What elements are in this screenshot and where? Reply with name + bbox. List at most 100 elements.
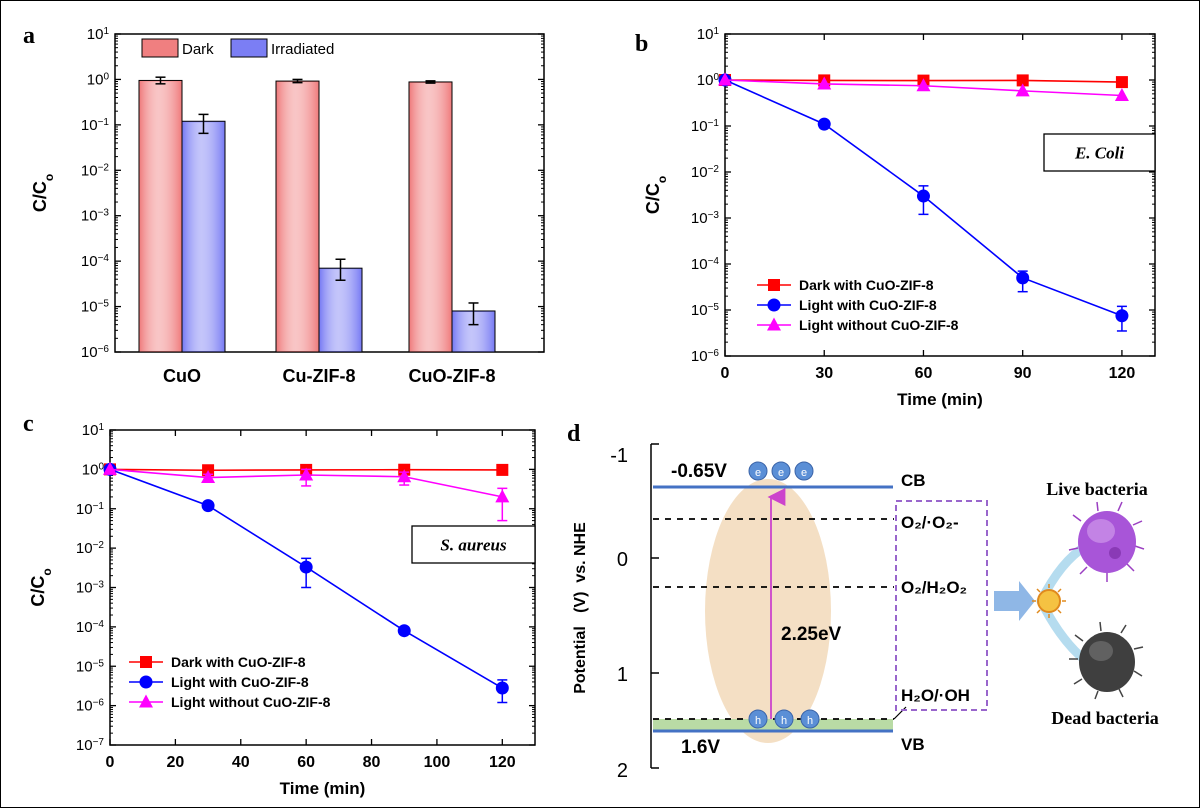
y-tick-label: 10−1 bbox=[691, 118, 720, 136]
data-point-triangle bbox=[767, 317, 781, 331]
x-tick-label: 0 bbox=[106, 754, 115, 771]
legend-label: Light without CuO-ZIF-8 bbox=[171, 694, 331, 710]
x-category-label: CuO bbox=[163, 366, 201, 386]
x-category-label: CuO-ZIF-8 bbox=[409, 366, 496, 386]
legend-label: Dark with CuO-ZIF-8 bbox=[171, 654, 306, 670]
data-point-square bbox=[768, 279, 780, 291]
data-point-square bbox=[1016, 74, 1029, 87]
legend-label: Irradiated bbox=[271, 41, 334, 58]
live-bacterium-icon bbox=[1068, 501, 1145, 582]
y-axis-label: C/Co bbox=[30, 174, 56, 212]
dead-bacteria-label: Dead bacteria bbox=[1051, 708, 1158, 728]
x-tick-label: 20 bbox=[166, 754, 184, 771]
data-point-circle bbox=[139, 675, 153, 689]
cb-value: -0.65V bbox=[671, 461, 727, 482]
data-point-triangle bbox=[916, 78, 931, 92]
y-tick-label: 10−3 bbox=[76, 579, 105, 597]
y-tick-label: 101 bbox=[697, 26, 720, 44]
reaction-box bbox=[895, 500, 988, 711]
plot-frame bbox=[724, 33, 1156, 357]
legend-swatch bbox=[230, 38, 268, 58]
x-tick-label: 80 bbox=[363, 754, 381, 771]
legend-label: Dark bbox=[182, 41, 214, 58]
x-tick-label: 60 bbox=[297, 754, 315, 771]
data-point-triangle bbox=[817, 76, 832, 90]
y-tick-label: 10−4 bbox=[81, 253, 110, 271]
data-point-triangle bbox=[718, 72, 732, 86]
data-point-triangle bbox=[103, 461, 117, 475]
x-category-label: Cu-ZIF-8 bbox=[283, 366, 356, 386]
y-tick-label: 100 bbox=[82, 461, 105, 479]
panel-letter-b: b bbox=[635, 31, 648, 57]
y-tick-label: 10−6 bbox=[691, 348, 720, 366]
hole-particle: h bbox=[774, 709, 794, 729]
y-tick-label: 10−5 bbox=[81, 298, 110, 316]
y-tick-label: 101 bbox=[82, 422, 105, 440]
data-point-circle bbox=[767, 298, 781, 312]
x-tick-label: 60 bbox=[915, 365, 933, 382]
y-tick-label: 10−7 bbox=[76, 737, 105, 755]
live-bacteria-label: Live bacteria bbox=[1046, 479, 1147, 499]
band-gap-label: 2.25eV bbox=[781, 624, 842, 645]
y-tick-label: 10−2 bbox=[81, 162, 110, 180]
potential-tick-label: 0 bbox=[617, 549, 628, 571]
x-tick-label: 30 bbox=[815, 365, 833, 382]
y-tick-label: 10−5 bbox=[691, 302, 720, 320]
dead-bacterium-icon bbox=[1069, 621, 1144, 700]
y-tick-label: 10−4 bbox=[76, 618, 105, 636]
x-tick-label: 120 bbox=[489, 754, 516, 771]
data-point-circle bbox=[397, 624, 411, 638]
y-tick-label: 10−6 bbox=[81, 344, 110, 362]
data-point-triangle bbox=[1015, 83, 1030, 97]
y-axis-label: C/Co bbox=[28, 568, 54, 606]
bar-highlight bbox=[320, 269, 361, 351]
data-point-circle bbox=[1016, 271, 1030, 285]
svg-text:e: e bbox=[778, 467, 784, 479]
chart-a: 10−6 10−5 10−4 10−3 10−2 10−1 100 101 C/Co CuO Cu-… bbox=[30, 26, 545, 386]
data-point-triangle bbox=[139, 694, 153, 708]
y-tick-label: 10−3 bbox=[691, 210, 720, 228]
data-point-triangle bbox=[201, 470, 216, 484]
vb-label: VB bbox=[901, 735, 925, 754]
svg-text:e: e bbox=[801, 467, 807, 479]
bar-highlight bbox=[277, 82, 318, 351]
process-arrow bbox=[994, 581, 1035, 621]
panel-letter-c: c bbox=[23, 411, 34, 437]
x-tick-label: 120 bbox=[1109, 365, 1136, 382]
svg-text:e: e bbox=[755, 467, 761, 479]
y-tick-label: 100 bbox=[87, 71, 110, 89]
data-point-circle bbox=[817, 117, 831, 131]
data-point-square bbox=[1115, 76, 1128, 89]
data-point-square bbox=[496, 463, 509, 476]
bar-highlight bbox=[183, 122, 224, 351]
bar-highlight bbox=[140, 81, 181, 352]
y-tick-label: 10−2 bbox=[76, 540, 105, 558]
panel-letter-a: a bbox=[23, 23, 35, 49]
y-tick-label: 101 bbox=[87, 26, 110, 44]
y-axis-label: C/Co bbox=[643, 176, 669, 214]
y-tick-label: 10−2 bbox=[691, 164, 720, 182]
semiconductor-ellipse bbox=[705, 479, 831, 743]
y-tick-label: 100 bbox=[697, 72, 720, 90]
x-tick-label: 40 bbox=[232, 754, 250, 771]
legend-label: Light without CuO-ZIF-8 bbox=[799, 317, 959, 333]
cb-label: CB bbox=[901, 471, 926, 490]
hole-particle: h bbox=[748, 709, 768, 729]
y-tick-label: 10−1 bbox=[81, 116, 110, 134]
data-point-circle bbox=[201, 499, 215, 513]
band-diagram: -1 0 1 2 Potential (V) vs. NHE -0.65V 1.… bbox=[572, 443, 1159, 782]
sun-icon bbox=[1032, 584, 1066, 618]
vb-band-region bbox=[653, 719, 893, 731]
y-tick-label: 10−3 bbox=[81, 207, 110, 225]
data-point-circle bbox=[495, 681, 509, 695]
vb-value: 1.6V bbox=[681, 737, 720, 758]
legend-label: Light with CuO-ZIF-8 bbox=[171, 674, 309, 690]
data-point-triangle bbox=[397, 469, 412, 483]
svg-text:h: h bbox=[755, 715, 761, 727]
y-tick-label: 10−1 bbox=[76, 500, 105, 518]
x-axis-label: Time (min) bbox=[897, 390, 983, 409]
x-tick-label: 0 bbox=[721, 365, 730, 382]
data-point-square bbox=[140, 656, 152, 668]
